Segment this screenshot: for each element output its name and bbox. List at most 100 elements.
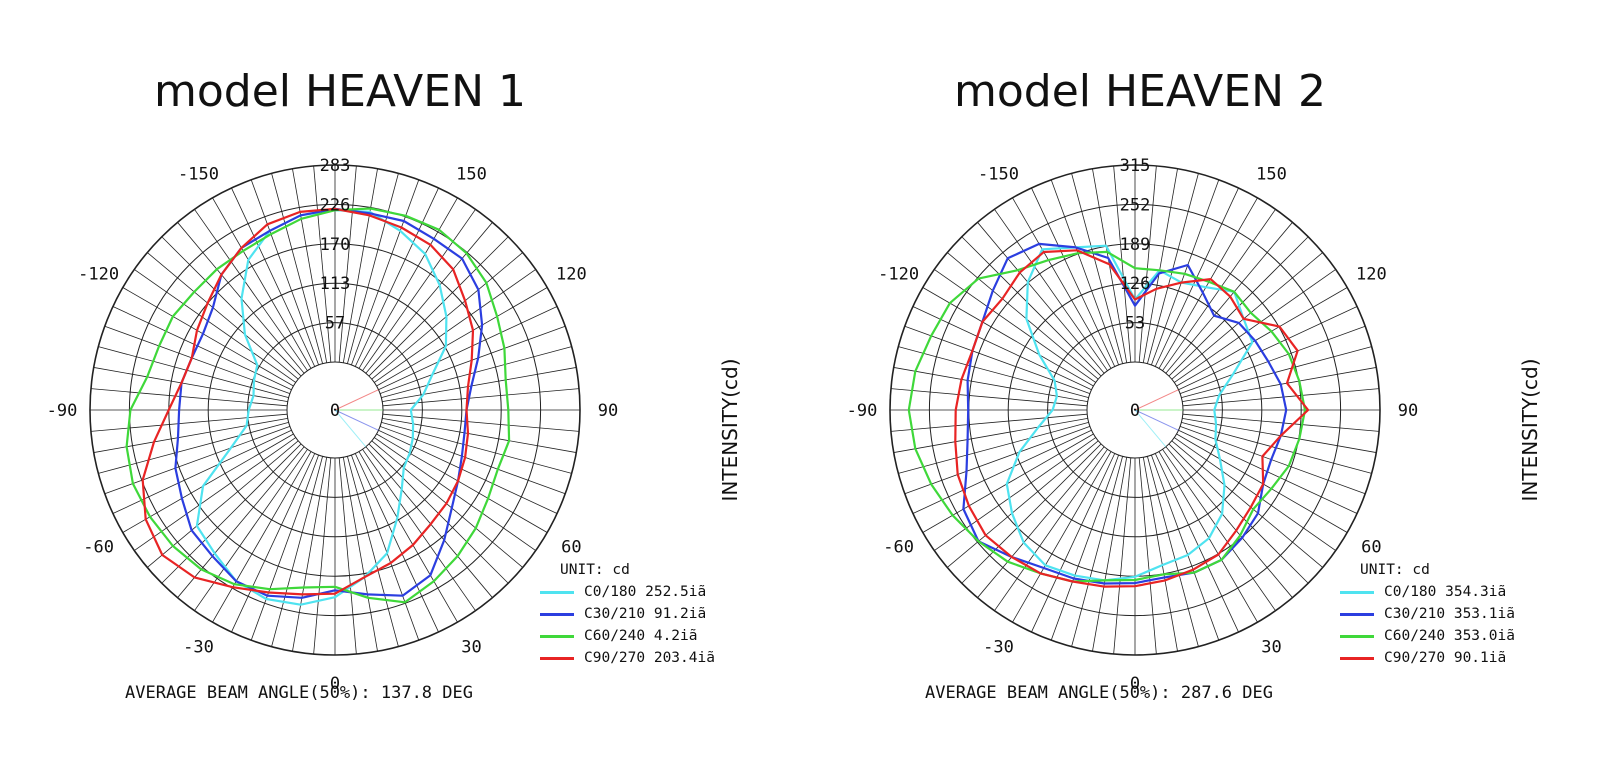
grid-spoke	[893, 417, 1088, 453]
grid-spoke	[1158, 197, 1258, 369]
ring-label: 0	[330, 401, 340, 421]
angle-label: 120	[556, 265, 587, 285]
grid-spoke	[382, 417, 577, 453]
grid-spoke	[161, 443, 302, 584]
angle-label: 0	[330, 674, 340, 694]
grid-spoke	[1158, 451, 1258, 623]
grid-spoke	[250, 454, 319, 641]
grid-spoke	[177, 446, 305, 598]
grid-spoke	[890, 388, 1088, 407]
angle-label: 0	[1130, 674, 1140, 694]
grid-spoke	[292, 457, 328, 652]
angle-label: -30	[983, 637, 1014, 657]
legend-label: C30/210 353.1iã	[1384, 606, 1515, 622]
series-center-ray	[1134, 409, 1167, 448]
grid-spoke	[1071, 173, 1123, 364]
grid-spoke	[358, 451, 458, 623]
chart-title: model HEAVEN 1	[154, 66, 526, 117]
angle-label: -60	[883, 538, 914, 558]
grid-spoke	[313, 457, 332, 655]
grid-spoke	[904, 325, 1091, 394]
grid-spoke	[378, 306, 558, 391]
legend-swatch	[540, 612, 574, 616]
legend-label: C0/180 252.5iã	[584, 584, 707, 600]
grid-spoke	[374, 269, 536, 383]
grid-spoke	[93, 417, 288, 453]
grid-spoke	[890, 413, 1088, 432]
polar-chart: 0 53 126 189 252 315 0 30 60 90 120 150 -150 -120 -90 -…	[847, 156, 1419, 694]
legend-item: C90/270 90.1iã	[1340, 647, 1590, 669]
grid-spoke	[90, 388, 288, 407]
grid-spoke	[347, 173, 399, 364]
grid-spoke	[1178, 306, 1358, 391]
grid-spoke	[947, 440, 1099, 568]
grid-spoke	[1138, 457, 1157, 655]
grid-spoke	[93, 367, 288, 403]
legend-label: C60/240 353.0iã	[1384, 628, 1515, 644]
grid-spoke	[922, 287, 1094, 387]
grid-spoke	[271, 456, 323, 647]
grid-spoke	[1031, 453, 1116, 633]
grid-spoke	[1165, 446, 1293, 598]
legend-label: C90/270 203.4iã	[584, 650, 715, 666]
grid-spoke	[147, 252, 299, 380]
grid-spoke	[1050, 454, 1119, 641]
angle-label: -120	[78, 265, 119, 285]
y-axis-label-text: INTENSITY(cd)	[718, 358, 742, 502]
y-axis-label: INTENSITY(cd)	[1510, 330, 1550, 530]
series-center-ray	[334, 409, 367, 448]
grid-spoke	[1182, 413, 1380, 432]
grid-spoke	[994, 449, 1108, 611]
series-line	[907, 250, 1307, 583]
series-line	[195, 209, 448, 606]
grid-spoke	[342, 168, 378, 363]
grid-spoke	[1071, 456, 1123, 647]
grid-spoke	[1182, 388, 1380, 407]
grid-spoke	[368, 236, 509, 377]
grid-spoke	[1182, 417, 1377, 453]
grid-spoke	[351, 179, 420, 366]
grid-spoke	[194, 209, 308, 371]
legend-swatch	[1340, 634, 1374, 638]
grid-spoke	[365, 446, 493, 598]
grid-spoke	[112, 306, 292, 391]
grid-spoke	[271, 173, 323, 364]
series-center-ray	[1134, 389, 1179, 411]
grid-spoke	[1179, 426, 1366, 495]
angle-label: 60	[1361, 538, 1381, 558]
grid-spoke	[1151, 454, 1220, 641]
grid-spoke	[381, 346, 572, 398]
grid-spoke	[934, 269, 1096, 383]
grid-spoke	[994, 209, 1108, 371]
grid-spoke	[351, 454, 420, 641]
grid-spoke	[912, 429, 1092, 514]
grid-spoke	[1171, 252, 1323, 380]
ring-label: 53	[1125, 314, 1145, 334]
grid-spoke	[122, 287, 294, 387]
chart-title: model HEAVEN 2	[954, 66, 1326, 117]
grid-spoke	[347, 456, 399, 647]
ring-label: 226	[320, 195, 351, 215]
angle-label: 150	[1256, 165, 1287, 185]
grid-spoke	[365, 222, 493, 374]
grid-spoke	[292, 168, 328, 363]
legend-item: C30/210 91.2iã	[540, 603, 790, 625]
grid-spoke	[1142, 168, 1178, 363]
legend-swatch	[540, 656, 574, 660]
ring-label: 113	[320, 274, 351, 294]
beam-angle-footer: AVERAGE BEAM ANGLE(50%): 287.6 DEG	[925, 683, 1273, 703]
series-line	[141, 207, 475, 596]
series-center-ray	[334, 409, 379, 431]
ring-label: 315	[1120, 156, 1151, 176]
grid-spoke	[378, 429, 558, 514]
ring-label: 0	[1130, 401, 1140, 421]
angle-label: 120	[1356, 265, 1387, 285]
grid-spoke	[382, 413, 580, 432]
grid-spoke	[338, 165, 357, 363]
grid-spoke	[947, 252, 1099, 380]
series-center-ray	[334, 389, 379, 411]
angle-label: -90	[847, 401, 878, 421]
angle-label: 150	[456, 165, 487, 185]
grid-spoke	[1154, 453, 1239, 633]
legend-swatch	[540, 634, 574, 638]
